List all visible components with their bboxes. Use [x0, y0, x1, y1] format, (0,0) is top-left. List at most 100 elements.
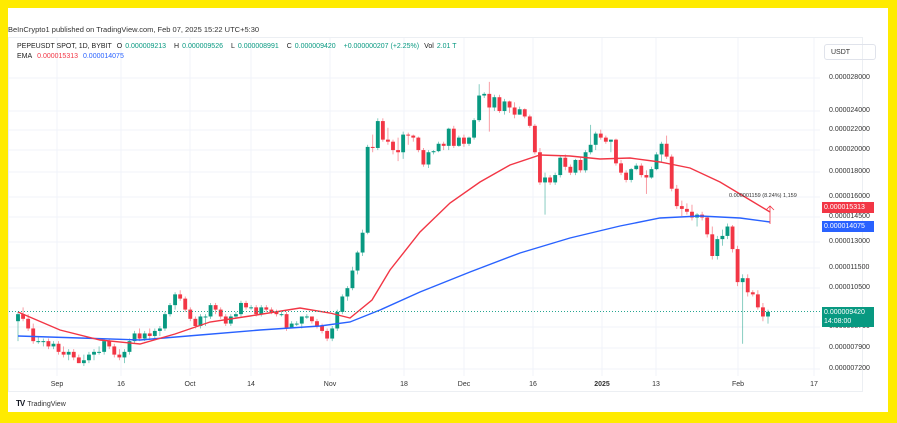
candle: [603, 137, 608, 142]
ema-slow-price-tag: 0.000014075: [822, 221, 874, 232]
candle: [107, 341, 112, 347]
ema-label: EMA: [17, 53, 33, 60]
price-tick-label: 0.000028000: [829, 74, 870, 81]
candle: [715, 239, 720, 257]
candle: [532, 125, 537, 153]
candle: [299, 316, 304, 324]
price-tick-label: 0.000013000: [829, 238, 870, 245]
time-tick-label: Dec: [457, 381, 471, 388]
time-tick-label: 13: [652, 381, 660, 388]
bar-countdown: 14:08:00: [824, 318, 852, 325]
tradingview-logo[interactable]: TV TradingView: [16, 399, 66, 408]
candle: [583, 152, 588, 171]
candle: [147, 333, 152, 336]
candle: [274, 311, 279, 315]
currency-selector[interactable]: USDT: [824, 44, 876, 60]
candle: [558, 157, 563, 176]
candle: [548, 177, 553, 183]
candle: [573, 159, 578, 173]
time-tick-label: 18: [400, 381, 408, 388]
candle: [629, 169, 634, 180]
candle: [406, 134, 411, 136]
price-tick-label: 0.000007200: [829, 365, 870, 372]
candle: [634, 165, 639, 170]
candle: [183, 298, 188, 310]
candle: [527, 116, 532, 126]
candle: [355, 252, 360, 271]
candle: [375, 121, 380, 148]
candle: [350, 270, 355, 289]
time-tick-label: 2025: [594, 381, 610, 388]
candle: [228, 316, 233, 324]
candle: [320, 326, 324, 331]
candle: [436, 143, 441, 152]
candle: [750, 292, 755, 295]
candle: [249, 307, 254, 309]
candle: [664, 143, 669, 157]
candle: [335, 311, 340, 329]
time-tick-label: Sep: [50, 381, 64, 388]
candle: [725, 226, 730, 236]
price-tick-label: 0.000007900: [829, 344, 870, 351]
candle: [644, 175, 649, 178]
candle: [396, 150, 400, 153]
candle: [81, 360, 86, 364]
candle: [92, 351, 96, 355]
chart-frame: [8, 8, 888, 412]
candle: [755, 294, 760, 308]
candle: [563, 157, 568, 167]
candle: [294, 323, 299, 325]
candle: [315, 321, 319, 327]
candle: [735, 249, 740, 283]
candle: [391, 141, 395, 151]
candle: [416, 137, 421, 151]
candle: [112, 346, 117, 355]
measure-annotation: 0.000001159 (8.24%) 1,159: [729, 193, 797, 199]
candle: [472, 120, 477, 138]
candle: [239, 302, 243, 315]
time-tick-label: 17: [810, 381, 818, 388]
candle: [761, 307, 765, 317]
candle: [502, 101, 507, 112]
candle: [730, 226, 735, 250]
candle: [588, 144, 593, 153]
candle: [178, 294, 183, 299]
published-note: BeInCrypto1 published on TradingView.com…: [8, 25, 260, 34]
last-price-tag: 0.000009420 14:08:00: [822, 307, 874, 327]
candle: [233, 314, 238, 317]
time-tick-label: 16: [529, 381, 537, 388]
candle: [218, 309, 223, 317]
candle: [325, 330, 330, 339]
candle: [477, 95, 482, 121]
ema-row[interactable]: EMA 0.000015313 0.000014075: [17, 52, 463, 62]
price-tick-label: 0.000022000: [829, 126, 870, 133]
candle: [163, 314, 167, 329]
candle: [76, 357, 81, 364]
price-tick-label: 0.000010500: [829, 284, 870, 291]
time-tick-label: 14: [247, 381, 255, 388]
candle: [401, 134, 406, 153]
candle: [482, 93, 487, 96]
candle: [624, 172, 629, 180]
candle: [507, 101, 512, 108]
chart-pane[interactable]: [8, 37, 863, 392]
candle: [710, 234, 715, 257]
candle: [684, 208, 689, 212]
candle: [360, 232, 365, 253]
candle: [522, 109, 527, 117]
candle: [431, 151, 436, 153]
candle: [269, 309, 274, 312]
symbol-name[interactable]: PEPEUSDT SPOT, 1D, BYBIT: [17, 43, 112, 50]
candle: [132, 333, 137, 342]
candle: [608, 139, 613, 142]
candle: [41, 341, 46, 343]
change-value: +0.000000207 (+2.25%): [343, 43, 420, 50]
candle: [487, 93, 492, 108]
candle: [56, 343, 61, 352]
candle: [198, 316, 203, 327]
price-tick-label: 0.000020000: [829, 146, 870, 153]
tv-logo-icon: TV: [16, 399, 25, 408]
candle: [173, 294, 178, 306]
